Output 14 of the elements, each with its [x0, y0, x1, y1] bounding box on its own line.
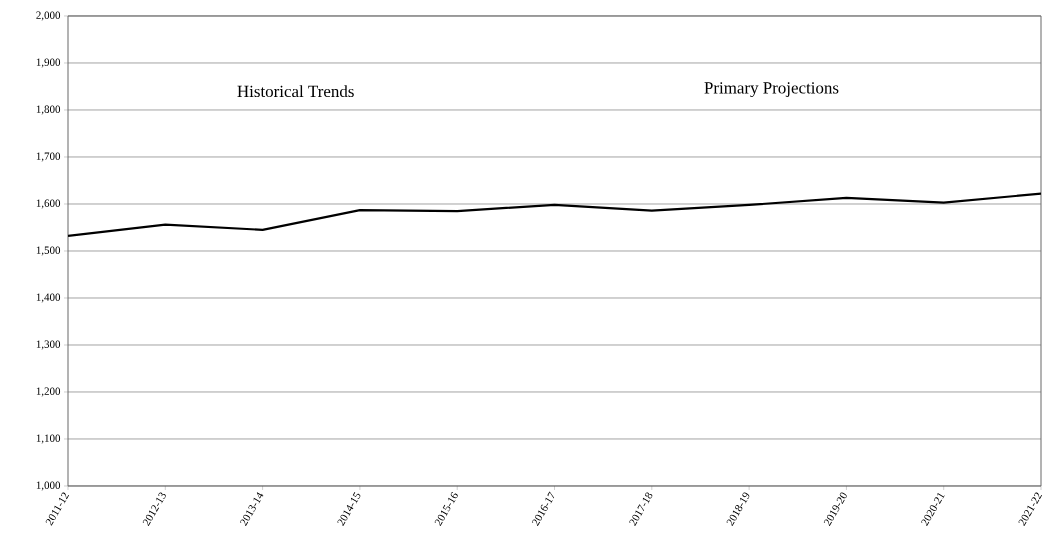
y-tick-label: 1,600	[36, 199, 61, 209]
y-tick-label: 1,800	[36, 105, 61, 115]
annotation: Historical Trends	[237, 85, 354, 98]
y-tick-label: 1,200	[36, 387, 61, 397]
y-tick-label: 1,700	[36, 152, 61, 162]
annotation: Primary Projections	[704, 82, 839, 98]
y-tick-label: 2,000	[36, 11, 61, 21]
y-tick-label: 1,900	[36, 58, 61, 68]
y-tick-label: 1,400	[36, 293, 61, 303]
y-tick-label: 1,500	[36, 246, 61, 256]
line-series	[68, 192, 1042, 238]
y-tick-label: 1,300	[36, 340, 61, 350]
y-tick-label: 1,100	[36, 434, 61, 444]
y-tick-label: 1,000	[36, 481, 61, 491]
